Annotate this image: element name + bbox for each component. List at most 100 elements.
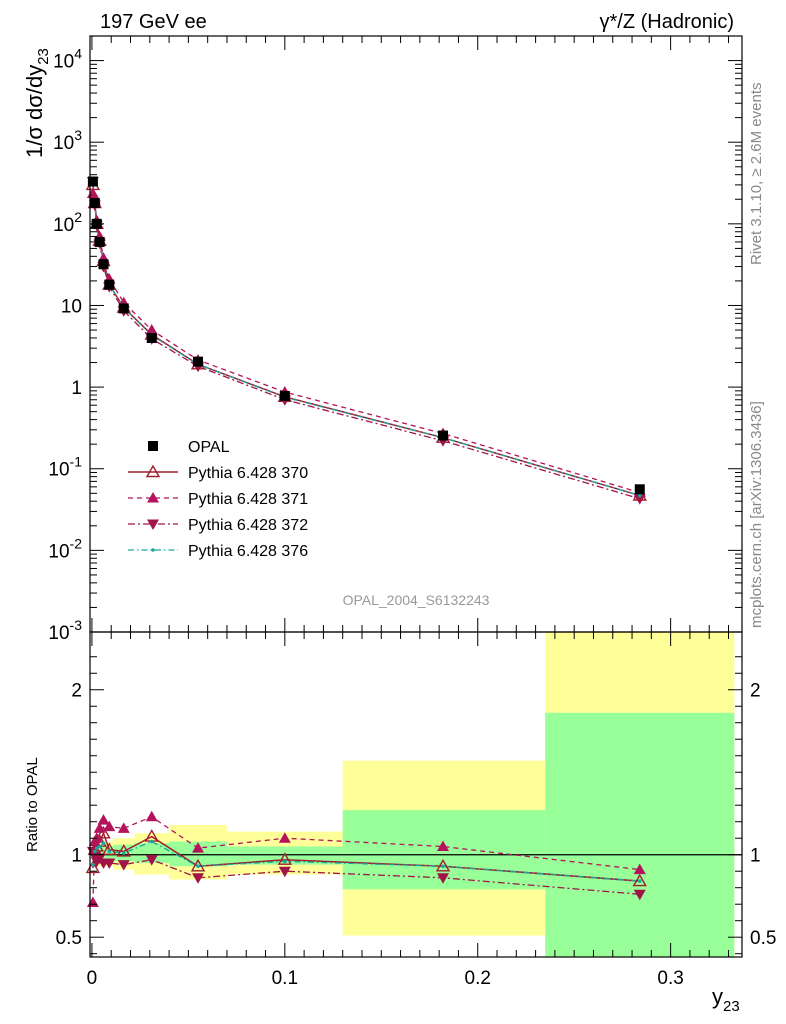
ratio-series-point	[86, 896, 99, 908]
ratio-series-point	[97, 844, 102, 849]
ratio-series-point	[107, 849, 112, 854]
opal-data-point	[98, 259, 109, 270]
legend-marker	[145, 464, 161, 478]
opal-data-point	[193, 356, 204, 367]
ratio-series-point	[93, 849, 97, 854]
main-y-tick-label: 10	[61, 296, 82, 317]
main-y-tick-label: 103	[53, 127, 82, 154]
ratio-series-point	[633, 863, 646, 875]
ratio-series-point	[145, 810, 158, 822]
ratio-series-line	[92, 851, 640, 895]
ratio-series-point	[632, 873, 647, 887]
legend-label: Pythia 6.428 376	[188, 543, 308, 560]
main-y-tick-label: 102	[53, 209, 82, 236]
legend-label: Pythia 6.428 370	[188, 465, 308, 482]
mcplots-label: mcplots.cern.ch [arXiv:1306.3436]	[748, 401, 765, 628]
ratio-series-point	[102, 842, 117, 855]
main-y-tick-label: 1	[71, 378, 82, 399]
main-series-point	[633, 494, 646, 505]
main-series-line	[92, 184, 641, 497]
header-left-label: 197 GeV ee	[100, 11, 207, 33]
ratio-series-point	[437, 873, 450, 884]
ratio-y-tick-label-left: 2	[71, 681, 82, 702]
opal-data-point	[94, 236, 105, 247]
ratio-uncertainty-bands	[93, 632, 735, 957]
legend-marker	[148, 441, 158, 451]
ratio-series-point	[192, 873, 205, 884]
main-y-tick-label: 10-1	[48, 454, 82, 481]
ratio-series-point	[637, 879, 642, 883]
axis-ticks	[90, 35, 742, 957]
legend-label: Pythia 6.428 371	[188, 491, 308, 508]
rivet-version-label: Rivet 3.1.10, ≥ 2.6M events	[748, 83, 765, 266]
header-right-label: γ*/Z (Hadronic)	[600, 11, 734, 33]
ratio-series-point	[633, 889, 646, 901]
main-y-tick-label: 10-3	[48, 617, 82, 644]
opal-data-point	[146, 332, 157, 343]
ratio-y-tick-label-left: 0.5	[56, 928, 82, 949]
ratio-series-point	[283, 859, 287, 864]
analysis-id-label: OPAL_2004_S6132243	[343, 592, 490, 608]
ratio-y-tick-label-right: 0.5	[750, 928, 776, 949]
ratio-series-point	[145, 855, 158, 866]
ratio-series-point	[93, 822, 106, 833]
opal-data-point	[89, 197, 100, 208]
ratio-series-point	[121, 851, 126, 855]
legend-label: OPAL	[188, 439, 230, 456]
band-inner	[545, 712, 735, 957]
x-tick-label: 0	[87, 968, 98, 989]
ratio-series-point	[190, 858, 206, 872]
opal-data-point	[279, 390, 290, 401]
main-y-tick-label: 104	[53, 46, 82, 73]
ratio-series-point	[117, 860, 130, 871]
ratio-panel-frame	[89, 631, 743, 958]
ratio-series-point	[103, 858, 116, 869]
ratio-y-axis-title: Ratio to OPAL	[24, 757, 41, 852]
x-tick-label: 0.2	[465, 968, 491, 989]
ratio-series-point	[278, 832, 291, 843]
ratio-series-point	[196, 864, 200, 869]
x-axis-title: y23	[712, 984, 740, 1015]
svg-text:1/σ dσ/dy23: 1/σ dσ/dy23	[22, 48, 52, 158]
ratio-series-point	[103, 820, 116, 832]
legend-label: Pythia 6.428 372	[188, 517, 308, 534]
legend-marker	[147, 519, 159, 530]
ratio-series-point	[116, 844, 131, 857]
main-series-point	[145, 324, 158, 335]
x-tick-label: 0.3	[657, 968, 683, 989]
opal-data-point	[634, 484, 645, 495]
ratio-series-point	[149, 839, 154, 844]
svg-text:y23: y23	[712, 984, 740, 1015]
band-inner	[134, 843, 170, 863]
main-series-line	[92, 193, 640, 494]
legend: OPAL Pythia 6.428 370 Pythia 6.428 371 Pyth…	[128, 439, 308, 560]
ratio-series-point	[277, 852, 293, 865]
axes-frames	[89, 35, 743, 958]
main-series-line	[92, 183, 640, 497]
main-y-tick-label: 10-2	[48, 535, 82, 562]
ratio-y-tick-label-right: 2	[750, 681, 761, 702]
ratio-series-point	[441, 864, 445, 869]
ratio-series-point	[94, 846, 99, 850]
ratio-series-point	[192, 842, 205, 853]
legend-marker	[151, 548, 155, 552]
opal-data-point	[104, 279, 115, 290]
opal-data-point	[118, 303, 129, 314]
x-tick-label: 0.1	[272, 968, 298, 989]
ratio-series-point	[278, 866, 291, 878]
ratio-series-point	[90, 832, 103, 843]
main-series-line	[92, 181, 640, 500]
ratio-series-point	[437, 840, 450, 851]
legend-marker	[147, 492, 159, 503]
ratio-y-tick-label-left: 1	[71, 846, 82, 867]
main-series-point	[637, 493, 642, 498]
ratio-series-point	[101, 841, 106, 845]
opal-data-point	[87, 176, 98, 187]
ratio-series-point	[117, 822, 130, 833]
band-inner	[226, 846, 343, 865]
ratio-series-point	[435, 858, 451, 872]
ratio-y-tick-label-right: 1	[750, 846, 761, 867]
ratio-series-point	[97, 814, 110, 825]
ratio-series-point	[91, 862, 95, 867]
